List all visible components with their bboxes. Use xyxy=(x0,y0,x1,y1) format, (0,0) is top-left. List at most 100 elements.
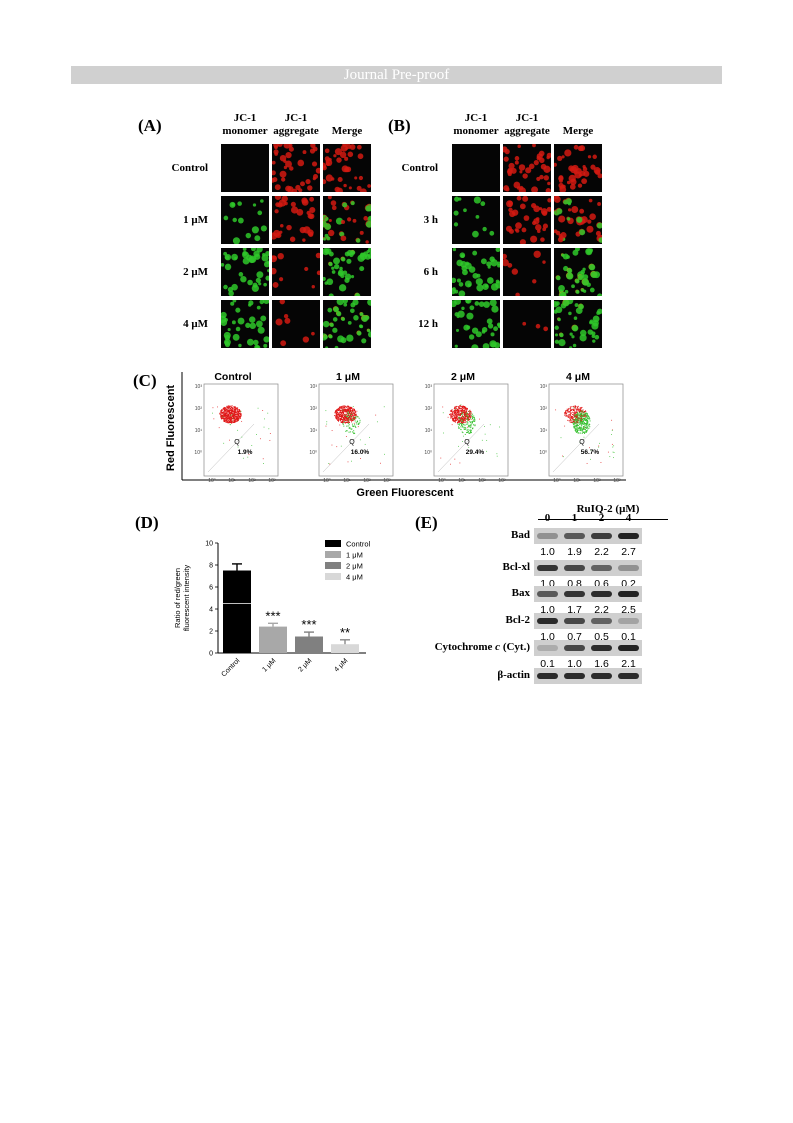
y-axis-label: Ratio of red/greenfluorescent intensity xyxy=(173,565,191,632)
densitometry-value: 2.7 xyxy=(621,546,636,558)
aggregate-image xyxy=(503,300,551,348)
flow-plot-title: Control xyxy=(214,371,251,383)
y-axis-label: Red Fluorescent xyxy=(165,385,177,472)
y-tick-label: 2 xyxy=(209,629,213,636)
y-tick-label: 0 xyxy=(209,651,213,658)
blot-band xyxy=(537,673,558,679)
x-tick-label: 10⁰ xyxy=(438,478,446,484)
blot-band xyxy=(564,591,585,597)
x-tick-label: 10³ xyxy=(498,478,506,484)
blot-strip xyxy=(534,613,642,629)
y-tick-label: 10³ xyxy=(310,384,318,390)
blot-strip xyxy=(534,640,642,656)
y-tick-label: 6 xyxy=(209,585,213,592)
column-header-2: Merge xyxy=(562,125,594,137)
x-tick-label: 10¹ xyxy=(573,478,581,484)
y-tick-label: 10¹ xyxy=(310,428,318,434)
blot-band xyxy=(591,618,612,624)
merge-image xyxy=(554,144,602,192)
blot-band xyxy=(564,565,585,571)
blot-band xyxy=(591,533,612,539)
bar-3 xyxy=(331,644,359,653)
y-tick-label: 4 xyxy=(209,607,213,614)
column-header-1: JC-1 aggregate xyxy=(273,112,319,137)
monomer-image xyxy=(452,248,500,296)
blot-band xyxy=(591,565,612,571)
row-label: Control xyxy=(401,162,438,174)
x-tick-label: 10⁰ xyxy=(323,478,331,484)
legend-swatch xyxy=(325,562,341,569)
row-label: 3 h xyxy=(423,214,438,226)
treatment-label: RuIQ-2 (μM) xyxy=(576,503,640,515)
column-header-1: JC-1 aggregate xyxy=(504,112,550,137)
gate-label: Q xyxy=(349,439,355,446)
monomer-image xyxy=(221,300,269,348)
blot-label: Bad xyxy=(511,529,530,541)
y-tick-label: 10³ xyxy=(195,384,203,390)
blot-strip xyxy=(534,560,642,576)
column-header-0: JC-1 monomer xyxy=(222,112,268,137)
significance-mark: *** xyxy=(265,608,280,623)
y-tick-label: 10² xyxy=(195,406,203,412)
x-tick-label: 10³ xyxy=(383,478,391,484)
flow-plot-title: 4 μM xyxy=(566,371,590,383)
densitometry-value: 2.1 xyxy=(621,658,636,670)
y-tick-label: 10⁰ xyxy=(424,450,432,456)
y-tick-label: 10¹ xyxy=(425,428,433,434)
category-label: 2 μM xyxy=(297,657,313,673)
densitometry-value: 1.0 xyxy=(567,658,582,670)
category-label: 1 μM xyxy=(261,657,277,673)
legend-swatch xyxy=(325,573,341,580)
x-tick-label: 10² xyxy=(593,478,601,484)
gate-percentage: 56.7% xyxy=(581,449,600,456)
merge-image xyxy=(323,144,371,192)
blot-band xyxy=(564,618,585,624)
flow-plot-frame xyxy=(203,383,279,477)
x-tick-label: 10¹ xyxy=(458,478,466,484)
y-tick-label: 10¹ xyxy=(195,428,203,434)
x-tick-label: 10² xyxy=(248,478,256,484)
merge-image xyxy=(323,248,371,296)
y-tick-label: 10¹ xyxy=(540,428,548,434)
blot-strip xyxy=(534,586,642,602)
panel-c-flow-plots: Red Fluorescent Green Fluorescent Control 1… xyxy=(165,371,626,499)
monomer-image xyxy=(221,144,269,192)
merge-image xyxy=(554,248,602,296)
densitometry-value: 0.1 xyxy=(540,658,555,670)
aggregate-image xyxy=(503,248,551,296)
y-tick-label: 10⁰ xyxy=(309,450,317,456)
blot-band xyxy=(537,645,558,651)
category-label: Control xyxy=(220,657,241,678)
gate-label: Q xyxy=(579,439,585,446)
aggregate-image xyxy=(272,144,320,192)
merge-image xyxy=(323,196,371,244)
x-tick-label: 10³ xyxy=(613,478,621,484)
panel-a-label: (A) xyxy=(138,116,162,135)
y-tick-label: 10² xyxy=(310,406,318,412)
treatment-line xyxy=(538,519,668,520)
row-label: 1 μM xyxy=(183,214,208,226)
blot-label: Bcl-2 xyxy=(505,614,530,626)
merge-image xyxy=(554,300,602,348)
gate-percentage: 16.0% xyxy=(351,449,370,456)
blot-band xyxy=(591,591,612,597)
aggregate-image xyxy=(272,248,320,296)
x-tick-label: 10⁰ xyxy=(553,478,561,484)
merge-image xyxy=(554,196,602,244)
densitometry-value: 1.0 xyxy=(540,546,555,558)
blot-band xyxy=(537,591,558,597)
bar-2 xyxy=(295,636,323,653)
y-tick-label: 10³ xyxy=(425,384,433,390)
y-tick-label: 8 xyxy=(209,563,213,570)
monomer-image xyxy=(452,144,500,192)
blot-label: Bax xyxy=(511,587,530,599)
legend-swatch xyxy=(325,551,341,558)
row-label: 6 h xyxy=(423,266,438,278)
blot-label: Cytochrome c (Cyt.) xyxy=(434,641,530,653)
x-tick-label: 10¹ xyxy=(343,478,351,484)
merge-image xyxy=(323,300,371,348)
panel-b-label: (B) xyxy=(388,116,411,135)
densitometry-value: 1.9 xyxy=(567,546,582,558)
lane-label: 0 xyxy=(544,512,551,524)
blot-band xyxy=(618,645,639,651)
